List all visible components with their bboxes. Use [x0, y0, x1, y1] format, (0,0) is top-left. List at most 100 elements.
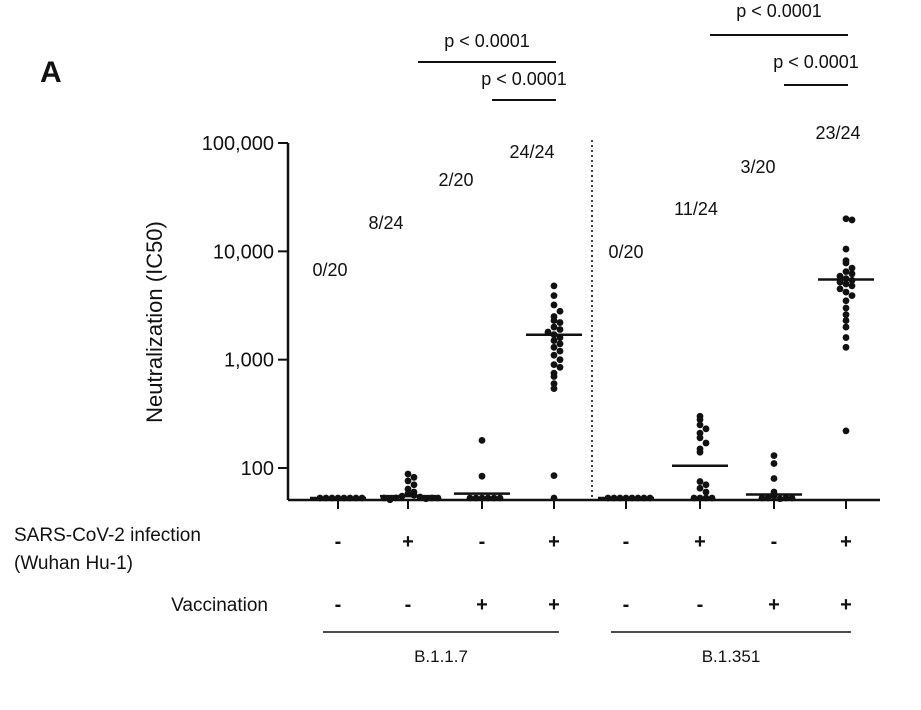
infection-sign: +: [840, 531, 852, 553]
responder-fraction: 0/20: [608, 242, 643, 262]
y-tick-label: 1,000: [224, 350, 274, 372]
infection-sign: +: [694, 531, 706, 553]
data-point: [708, 494, 716, 502]
y-tick-label: 100,000: [202, 133, 274, 155]
infection-sign: -: [623, 531, 630, 553]
variant-label: B.1.1.7: [414, 647, 468, 666]
data-point: [550, 337, 558, 344]
responder-fraction: 2/20: [438, 170, 473, 190]
responder-fraction: 0/20: [312, 260, 347, 280]
data-point: [696, 421, 704, 429]
data-point: [848, 282, 856, 290]
p-value-label: p < 0.0001: [736, 1, 822, 21]
infection-sign: -: [479, 531, 486, 553]
data-point: [842, 268, 850, 276]
data-point: [842, 259, 850, 267]
y-tick-label: 10,000: [213, 241, 274, 263]
data-point: [386, 496, 394, 504]
data-point: [842, 288, 850, 296]
responder-fraction: 24/24: [509, 142, 554, 162]
data-point: [556, 347, 564, 355]
vaccination-sign: +: [548, 594, 560, 616]
data-point: [472, 494, 480, 502]
condition-table: - - + - - + + + - - + - - + + + SARS-CoV-2 infection (Wuh…: [14, 525, 852, 666]
data-point: [696, 494, 704, 502]
data-point: [696, 416, 704, 423]
data-point: [410, 481, 418, 489]
data-point: [702, 439, 710, 447]
axes: 100 1,000 10,000 100,000: [202, 133, 880, 509]
data-point: [556, 326, 564, 333]
data-point: [466, 494, 474, 502]
vaccination-sign: -: [623, 594, 630, 616]
data-point: [836, 285, 844, 293]
data-point: [550, 373, 558, 380]
y-tick-label: 100: [241, 458, 274, 480]
vaccination-sign: -: [405, 594, 412, 616]
data-point: [404, 470, 412, 478]
data-point: [490, 494, 498, 502]
data-point: [550, 292, 558, 300]
data-point: [696, 429, 704, 437]
data-point: [550, 385, 558, 393]
data-point: [842, 297, 850, 305]
data-point: [478, 494, 486, 502]
responder-fraction: 8/24: [368, 213, 403, 233]
responder-fraction: 11/24: [674, 199, 718, 219]
data-point: [550, 301, 558, 309]
data-point: [776, 495, 784, 503]
data-point: [782, 494, 790, 502]
vaccination-row-label: Vaccination: [171, 595, 268, 616]
data-points: [310, 215, 874, 504]
p-value-label: p < 0.0001: [481, 69, 567, 89]
data-point: [842, 280, 850, 288]
panel-label: A: [40, 56, 62, 89]
data-point: [702, 425, 710, 433]
data-point: [550, 494, 558, 502]
data-point: [404, 477, 412, 485]
data-point: [556, 340, 564, 348]
variant-label: B.1.351: [702, 647, 761, 666]
data-point: [770, 475, 778, 482]
infection-sign: +: [548, 531, 560, 553]
infection-sign: -: [771, 531, 778, 553]
data-point: [696, 448, 704, 456]
infection-sign: +: [402, 531, 414, 553]
infection-sign: -: [335, 531, 342, 553]
vaccination-sign: -: [335, 594, 342, 616]
infection-row-label: SARS-CoV-2 infection: [14, 525, 201, 546]
data-point: [842, 343, 850, 351]
data-point: [550, 323, 558, 331]
data-point: [848, 270, 856, 278]
data-point: [478, 436, 486, 444]
data-point: [410, 473, 418, 481]
data-point: [764, 494, 772, 502]
data-point: [550, 343, 558, 351]
data-point: [550, 380, 558, 388]
data-point: [702, 481, 710, 489]
data-point: [842, 311, 850, 319]
data-point: [496, 494, 504, 502]
responder-fraction: 3/20: [740, 157, 775, 177]
data-point: [702, 488, 710, 496]
data-point: [702, 494, 710, 502]
vaccination-sign: +: [476, 594, 488, 616]
data-point: [842, 245, 850, 253]
data-point: [848, 292, 856, 300]
data-point: [770, 460, 778, 467]
data-point: [696, 484, 704, 492]
data-point: [842, 334, 850, 341]
vaccination-sign: +: [840, 594, 852, 616]
data-point: [842, 304, 850, 312]
data-point: [770, 452, 778, 460]
data-point: [842, 215, 850, 223]
data-point: [550, 351, 558, 359]
data-point: [556, 363, 564, 371]
vaccination-sign: -: [697, 594, 704, 616]
data-point: [550, 282, 558, 290]
data-point: [556, 319, 564, 326]
y-axis-title: Neutralization (IC50): [142, 221, 167, 423]
data-point: [842, 427, 850, 435]
infection-row-sublabel: (Wuhan Hu-1): [14, 553, 133, 574]
